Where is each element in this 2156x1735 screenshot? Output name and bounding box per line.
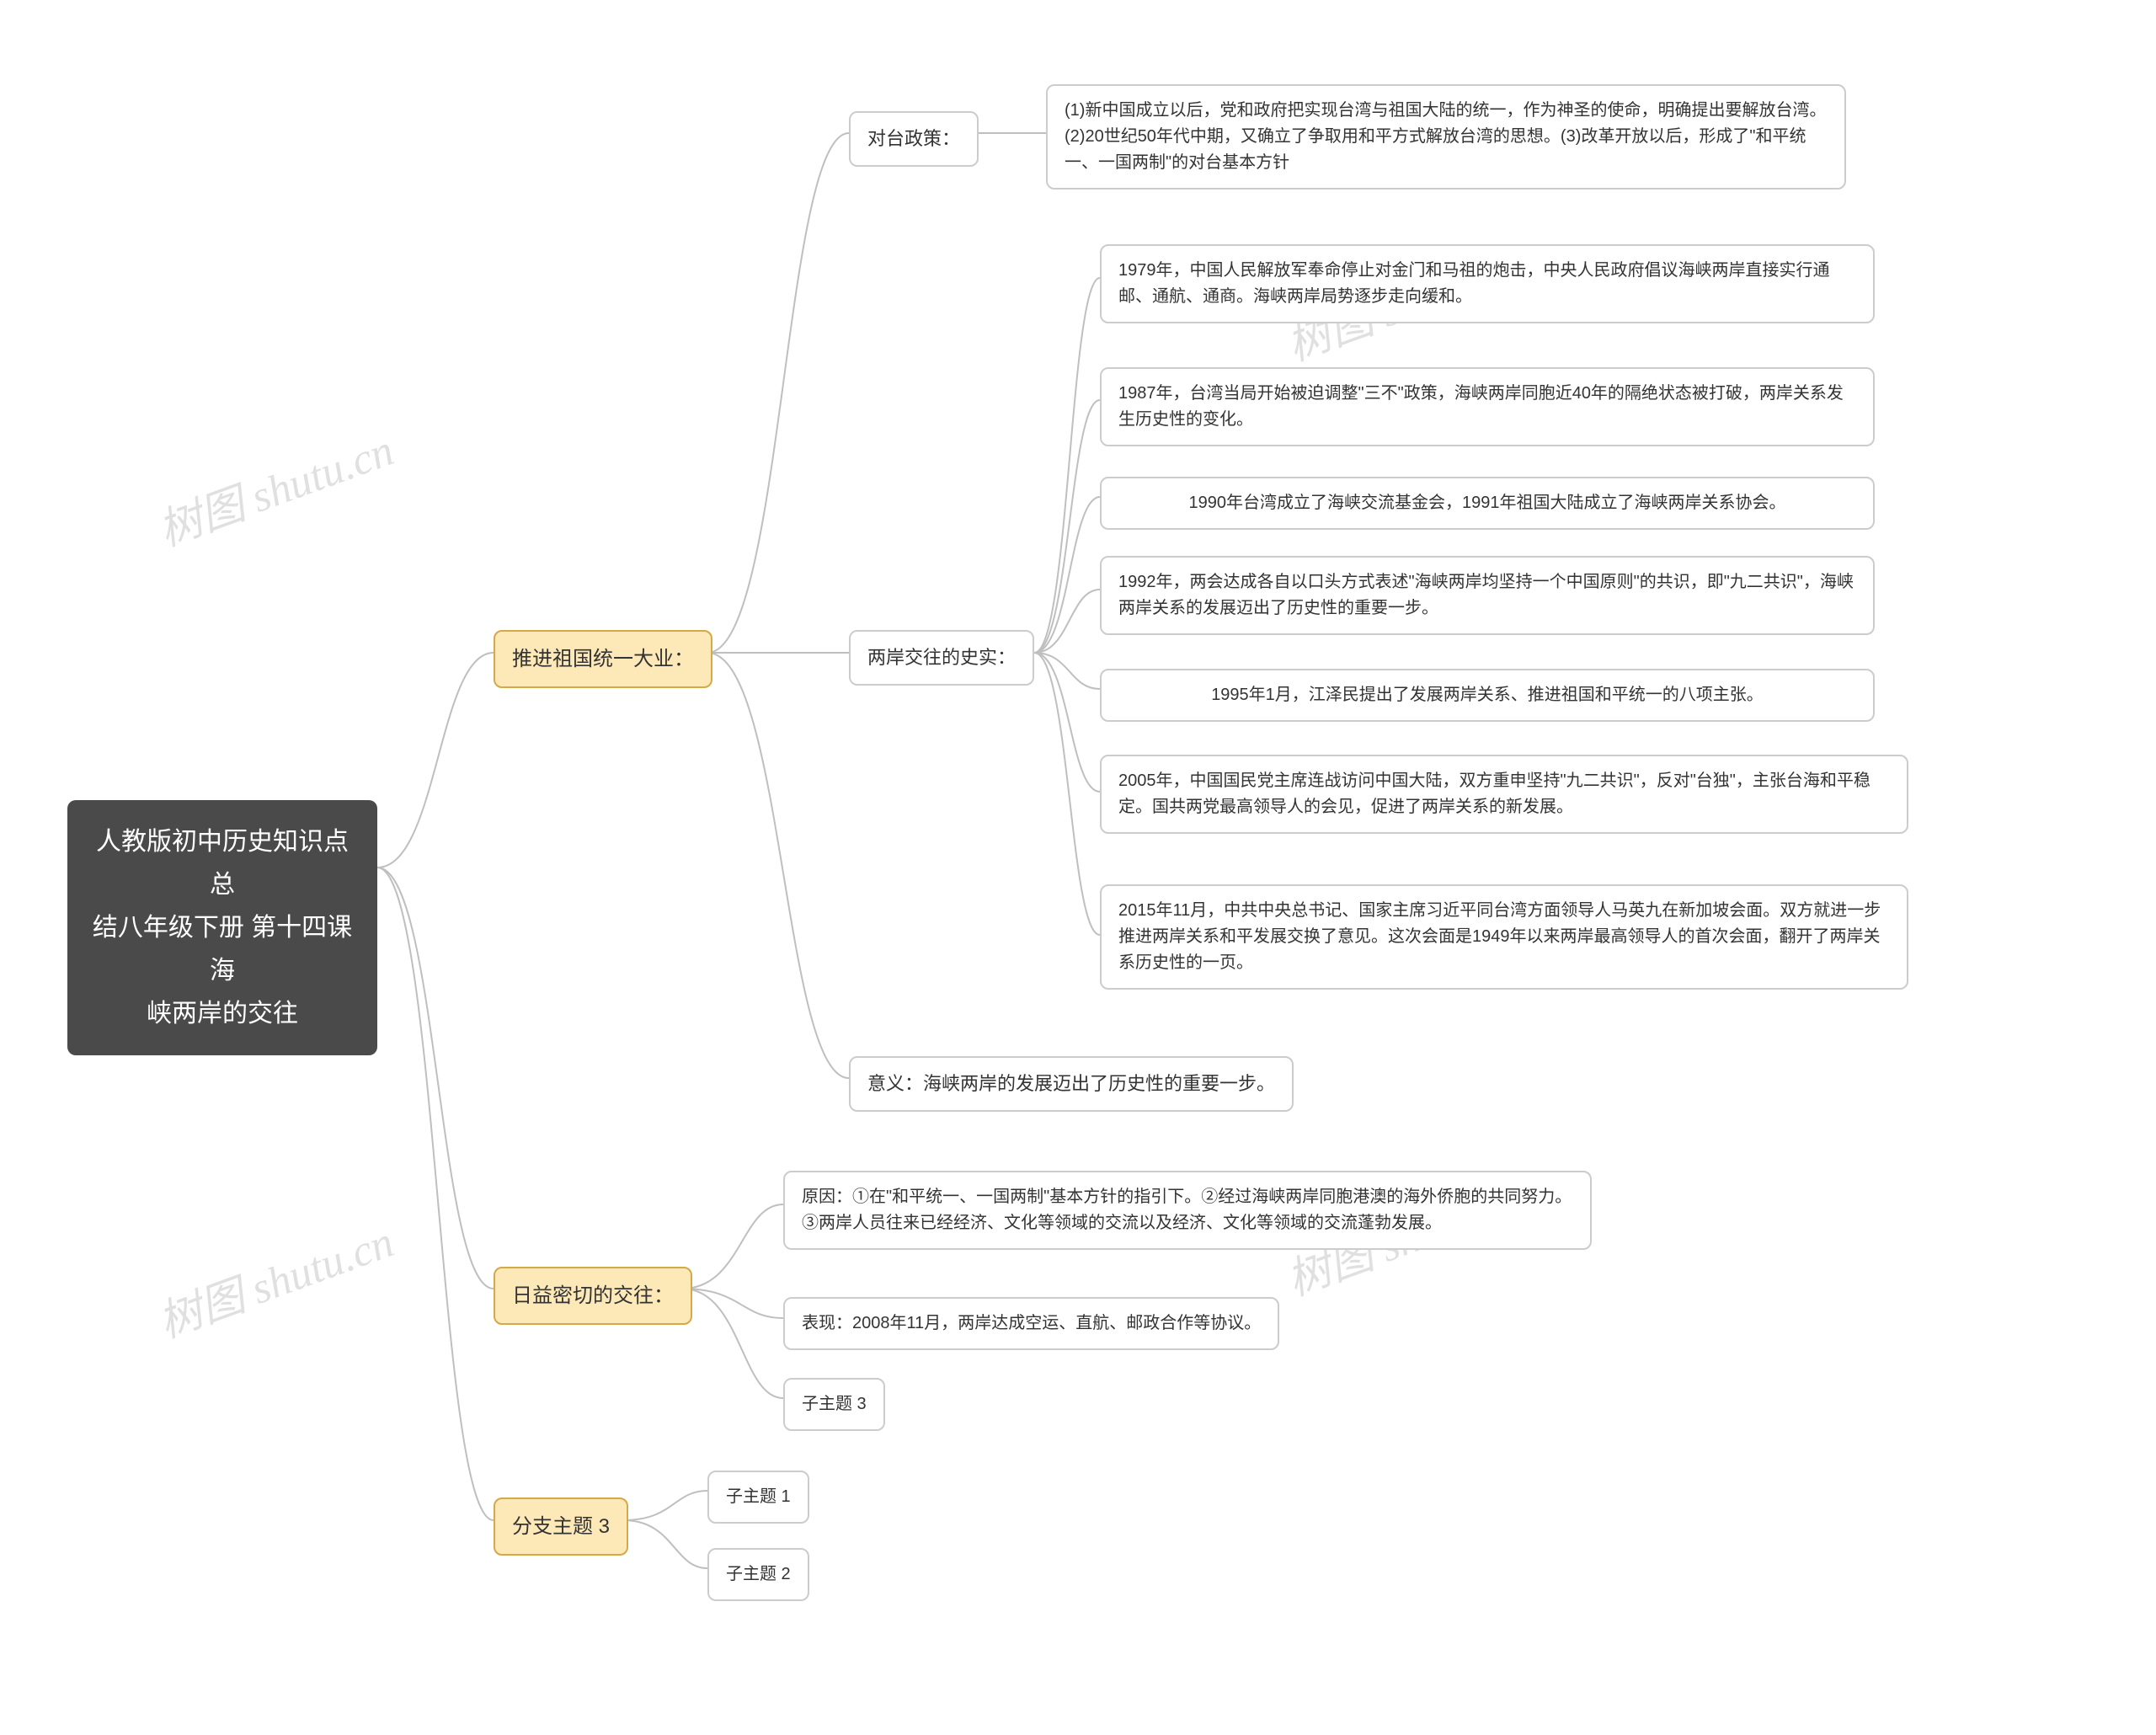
history-leaf-5-text: 2005年，中国国民党主席连战访问中国大陆，双方重申坚持"九二共识"，反对"台独…	[1118, 768, 1890, 820]
history-leaf-2-text: 1990年台湾成立了海峡交流基金会，1991年祖国大陆成立了海峡两岸关系协会。	[1189, 490, 1786, 516]
branch2-leaf-2: 子主题 3	[783, 1378, 885, 1431]
branch2-leaf-0: 原因：①在"和平统一、一国两制"基本方针的指引下。②经过海峡两岸同胞港澳的海外侨…	[783, 1171, 1592, 1250]
branch2-leaf-1-text: 表现：2008年11月，两岸达成空运、直航、邮政合作等协议。	[802, 1311, 1261, 1337]
branch1-policy: 对台政策：	[849, 111, 979, 167]
history-leaf-5: 2005年，中国国民党主席连战访问中国大陆，双方重申坚持"九二共识"，反对"台独…	[1100, 755, 1908, 834]
history-leaf-3-text: 1992年，两会达成各自以口头方式表述"海峡两岸均坚持一个中国原则"的共识，即"…	[1118, 569, 1856, 622]
history-leaf-6-text: 2015年11月，中共中央总书记、国家主席习近平同台湾方面领导人马英九在新加坡会…	[1118, 898, 1890, 976]
branch1-meaning: 意义：海峡两岸的发展迈出了历史性的重要一步。	[849, 1056, 1294, 1112]
branch3-leaf-1: 子主题 2	[707, 1548, 809, 1601]
branch2-leaf-0-text: 原因：①在"和平统一、一国两制"基本方针的指引下。②经过海峡两岸同胞港澳的海外侨…	[802, 1184, 1573, 1236]
history-leaf-1: 1987年，台湾当局开始被迫调整"三不"政策，海峡两岸同胞近40年的隔绝状态被打…	[1100, 367, 1875, 446]
watermark: 树图 shutu.cn	[148, 1206, 401, 1349]
branch1-policy-label: 对台政策：	[867, 125, 960, 153]
history-leaf-0-text: 1979年，中国人民解放军奉命停止对金门和马祖的炮击，中央人民政府倡议海峡两岸直…	[1118, 258, 1856, 310]
history-leaf-6: 2015年11月，中共中央总书记、国家主席习近平同台湾方面领导人马英九在新加坡会…	[1100, 884, 1908, 990]
branch2-leaf-1: 表现：2008年11月，两岸达成空运、直航、邮政合作等协议。	[783, 1297, 1279, 1350]
branch1-policy-leaf: (1)新中国成立以后，党和政府把实现台湾与祖国大陆的统一，作为神圣的使命，明确提…	[1046, 84, 1846, 190]
root-line3: 峡两岸的交往	[91, 992, 354, 1035]
branch2-leaf-2-text: 子主题 3	[802, 1391, 867, 1417]
branch1-meaning-label: 意义：海峡两岸的发展迈出了历史性的重要一步。	[867, 1070, 1275, 1098]
branch3-leaf-0: 子主题 1	[707, 1471, 809, 1524]
history-leaf-1-text: 1987年，台湾当局开始被迫调整"三不"政策，海峡两岸同胞近40年的隔绝状态被打…	[1118, 381, 1856, 433]
branch2-label: 日益密切的交往：	[512, 1280, 674, 1311]
branch1-history: 两岸交往的史实：	[849, 630, 1034, 686]
history-leaf-4: 1995年1月，江泽民提出了发展两岸关系、推进祖国和平统一的八项主张。	[1100, 669, 1875, 722]
branch1-policy-text: (1)新中国成立以后，党和政府把实现台湾与祖国大陆的统一，作为神圣的使命，明确提…	[1065, 98, 1828, 176]
watermark: 树图 shutu.cn	[148, 414, 401, 558]
root-line2: 结八年级下册 第十四课海	[91, 906, 354, 992]
history-leaf-0: 1979年，中国人民解放军奉命停止对金门和马祖的炮击，中央人民政府倡议海峡两岸直…	[1100, 244, 1875, 323]
history-leaf-2: 1990年台湾成立了海峡交流基金会，1991年祖国大陆成立了海峡两岸关系协会。	[1100, 477, 1875, 530]
history-leaf-3: 1992年，两会达成各自以口头方式表述"海峡两岸均坚持一个中国原则"的共识，即"…	[1100, 556, 1875, 635]
branch1: 推进祖国统一大业：	[494, 630, 712, 688]
branch3-leaf-0-text: 子主题 1	[726, 1484, 791, 1510]
branch1-label: 推进祖国统一大业：	[512, 643, 694, 675]
root-node: 人教版初中历史知识点总 结八年级下册 第十四课海 峡两岸的交往	[67, 800, 377, 1055]
branch3-leaf-1-text: 子主题 2	[726, 1562, 791, 1588]
branch2: 日益密切的交往：	[494, 1267, 692, 1325]
branch1-history-label: 两岸交往的史实：	[867, 643, 1016, 672]
branch3-label: 分支主题 3	[512, 1511, 610, 1542]
root-line1: 人教版初中历史知识点总	[91, 820, 354, 906]
history-leaf-4-text: 1995年1月，江泽民提出了发展两岸关系、推进祖国和平统一的八项主张。	[1211, 682, 1764, 708]
branch3: 分支主题 3	[494, 1497, 628, 1556]
